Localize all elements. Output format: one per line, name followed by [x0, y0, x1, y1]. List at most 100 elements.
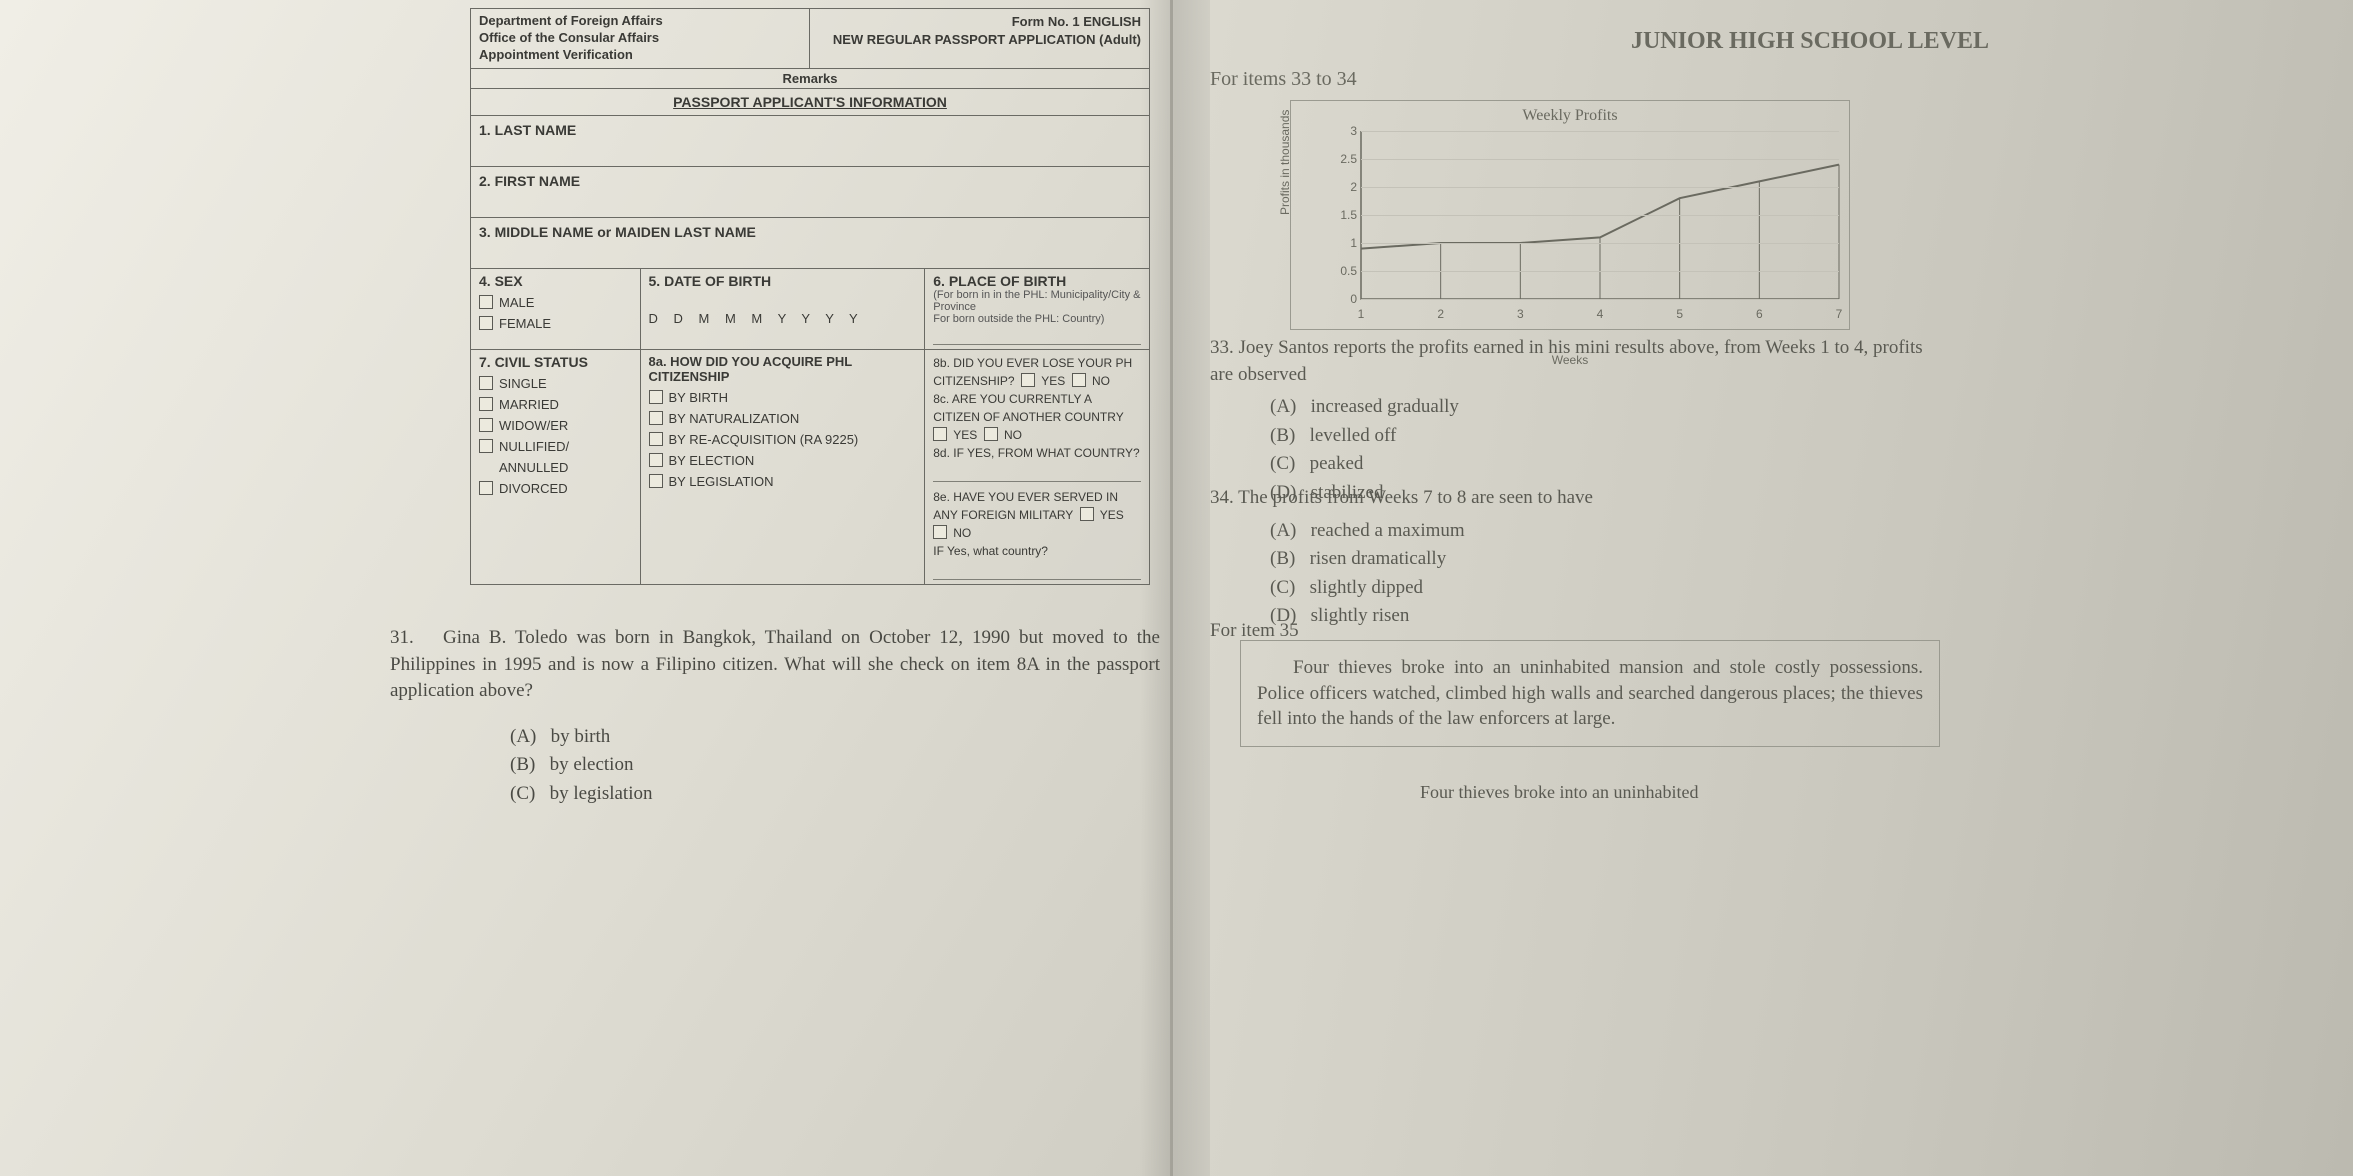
opt-by-reacquisition: BY RE-ACQUISITION (RA 9225): [669, 432, 859, 447]
chart-title: Weekly Profits: [1291, 107, 1849, 125]
checkbox-8e-yes[interactable]: [1080, 507, 1094, 521]
checkbox-8b-yes[interactable]: [1021, 373, 1035, 387]
q33-text: Joey Santos reports the profits earned i…: [1210, 337, 1923, 385]
field-pob: 6. PLACE OF BIRTH (For born in in the PH…: [925, 269, 1149, 349]
q31-choice-c[interactable]: (C) by legislation: [510, 780, 1160, 809]
opt-male: MALE: [499, 295, 534, 310]
y-tick: 2.5: [1327, 152, 1357, 166]
y-tick: 3: [1327, 124, 1357, 138]
opt-female: FEMALE: [499, 316, 551, 331]
y-tick: 1.5: [1327, 208, 1357, 222]
opt-widower: WIDOW/ER: [499, 418, 568, 433]
opt-by-naturalization: BY NATURALIZATION: [669, 411, 800, 426]
chart-y-label: Profits in thousands: [1278, 110, 1292, 215]
field-middle-name[interactable]: 3. MIDDLE NAME or MAIDEN LAST NAME: [471, 218, 1149, 268]
checkbox-8c-yes[interactable]: [933, 427, 947, 441]
no8b: NO: [1092, 374, 1110, 388]
form-header-left: Department of Foreign Affairs Office of …: [471, 9, 810, 68]
pob-label: 6. PLACE OF BIRTH: [933, 273, 1141, 289]
opt-nullified: NULLIFIED/: [499, 439, 569, 454]
checkbox-widower[interactable]: [479, 418, 493, 432]
checkbox-by-birth[interactable]: [649, 390, 663, 404]
opt-single: SINGLE: [499, 376, 547, 391]
q33-choice-a[interactable]: (A) increased gradually: [1270, 394, 1940, 421]
dob-label: 5. DATE OF BIRTH: [649, 273, 917, 289]
checkbox-by-election[interactable]: [649, 453, 663, 467]
x-tick: 2: [1437, 307, 1444, 321]
no8c: NO: [1004, 428, 1022, 442]
pob-sub2: For born outside the PHL: Country): [933, 313, 1141, 325]
checkbox-8b-no[interactable]: [1072, 373, 1086, 387]
q34-choice-d[interactable]: (D) slightly risen: [1270, 603, 1940, 630]
checkbox-8c-no[interactable]: [984, 427, 998, 441]
x-tick: 6: [1756, 307, 1763, 321]
yes8b: YES: [1041, 374, 1065, 388]
opt-by-election: BY ELECTION: [669, 453, 755, 468]
y-tick: 1: [1327, 236, 1357, 250]
x-tick: 4: [1597, 307, 1604, 321]
form-header-right: Form No. 1 ENGLISH NEW REGULAR PASSPORT …: [810, 9, 1149, 68]
form-title: NEW REGULAR PASSPORT APPLICATION (Adult): [818, 31, 1141, 49]
y-tick: 0.5: [1327, 264, 1357, 278]
yes8e: YES: [1100, 508, 1124, 522]
q34-num: 34.: [1210, 487, 1234, 508]
q31-choices: (A) by birth (B) by election (C) by legi…: [510, 723, 1160, 809]
q31-choice-a[interactable]: (A) by birth: [510, 723, 1160, 752]
field-civil-status: 7. CIVIL STATUS SINGLE MARRIED WIDOW/ER …: [471, 350, 641, 584]
checkbox-male[interactable]: [479, 295, 493, 309]
q34-choice-a[interactable]: (A) reached a maximum: [1270, 518, 1940, 545]
checkbox-by-reacquisition[interactable]: [649, 432, 663, 446]
question-33: 33. Joey Santos reports the profits earn…: [1210, 335, 1940, 509]
q8a-label: 8a. HOW DID YOU ACQUIRE PHL CITIZENSHIP: [649, 354, 917, 384]
weekly-profits-chart: Weekly Profits Profits in thousands 00.5…: [1290, 100, 1850, 330]
pob-sub1: (For born in in the PHL: Municipality/Ci…: [933, 289, 1141, 313]
checkbox-by-naturalization[interactable]: [649, 411, 663, 425]
q34-text: The profits from Weeks 7 to 8 are seen t…: [1238, 487, 1593, 508]
x-tick: 5: [1676, 307, 1683, 321]
opt-by-birth: BY BIRTH: [669, 390, 728, 405]
checkbox-single[interactable]: [479, 376, 493, 390]
q8b: 8b. DID YOU EVER LOSE YOUR PH CITIZENSHI…: [933, 354, 1141, 390]
question-31: 31. Gina B. Toledo was born in Bangkok, …: [390, 625, 1160, 808]
checkbox-divorced[interactable]: [479, 481, 493, 495]
pob-input-line[interactable]: [933, 331, 1141, 345]
passport-form: Department of Foreign Affairs Office of …: [470, 8, 1150, 585]
section-title: PASSPORT APPLICANT'S INFORMATION: [471, 89, 1149, 115]
passage-tail: Four thieves broke into an uninhabited: [1420, 780, 1940, 805]
chart-plot-area: 00.511.522.531234567: [1361, 131, 1839, 299]
field-sex: 4. SEX MALE FEMALE: [471, 269, 641, 349]
checkbox-nullified[interactable]: [479, 439, 493, 453]
field-first-name[interactable]: 2. FIRST NAME: [471, 167, 1149, 217]
dept: Department of Foreign Affairs: [479, 13, 801, 30]
checkbox-married[interactable]: [479, 397, 493, 411]
yes8c: YES: [953, 428, 977, 442]
field-last-name[interactable]: 1. LAST NAME: [471, 116, 1149, 166]
passage-text: Four thieves broke into an uninhabited m…: [1257, 655, 1923, 732]
civil-label: 7. CIVIL STATUS: [479, 354, 632, 370]
q34-choice-b[interactable]: (B) risen dramatically: [1270, 546, 1940, 573]
remarks-label: Remarks: [471, 69, 1149, 88]
q8e-sub: IF Yes, what country?: [933, 542, 1141, 560]
q8e-input-line[interactable]: [933, 566, 1141, 580]
dob-format: D D M M M Y Y Y Y: [649, 311, 917, 326]
q34-choice-c[interactable]: (C) slightly dipped: [1270, 575, 1940, 602]
q31-choice-b[interactable]: (B) by election: [510, 751, 1160, 780]
checkbox-female[interactable]: [479, 316, 493, 330]
appt: Appointment Verification: [479, 47, 801, 64]
checkbox-8e-no[interactable]: [933, 525, 947, 539]
q33-num: 33.: [1210, 337, 1234, 358]
q8c-label: 8c. ARE YOU CURRENTLY A CITIZEN OF ANOTH…: [933, 392, 1123, 424]
q8d-input-line[interactable]: [933, 468, 1141, 482]
opt-annulled: ANNULLED: [499, 460, 568, 475]
q8d-label: 8d. IF YES, FROM WHAT COUNTRY?: [933, 444, 1141, 462]
q34-choices: (A) reached a maximum (B) risen dramatic…: [1270, 518, 1940, 630]
q33-choice-c[interactable]: (C) peaked: [1270, 451, 1940, 478]
q8c: 8c. ARE YOU CURRENTLY A CITIZEN OF ANOTH…: [933, 390, 1141, 444]
q33-choice-b[interactable]: (B) levelled off: [1270, 423, 1940, 450]
q8e: 8e. HAVE YOU EVER SERVED IN ANY FOREIGN …: [933, 488, 1141, 542]
y-tick: 2: [1327, 180, 1357, 194]
office: Office of the Consular Affairs: [479, 30, 801, 47]
question-34: 34. The profits from Weeks 7 to 8 are se…: [1210, 485, 1940, 632]
checkbox-by-legislation[interactable]: [649, 474, 663, 488]
opt-married: MARRIED: [499, 397, 559, 412]
